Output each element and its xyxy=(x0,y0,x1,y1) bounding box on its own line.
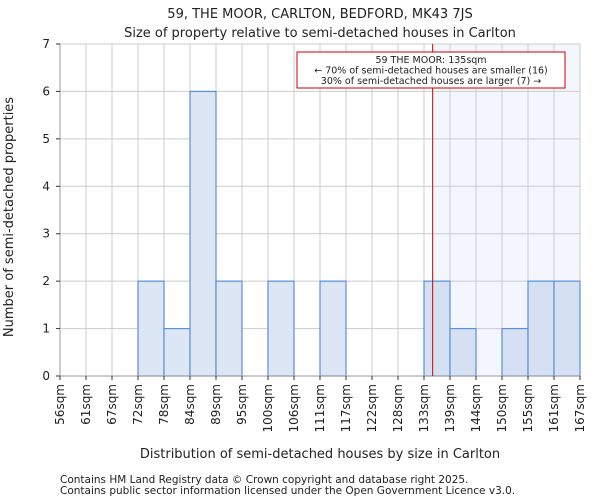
histogram-bar xyxy=(501,327,529,377)
y-tick-label: 1 xyxy=(42,322,50,336)
annotation-text: 30% of semi-detached houses are larger (… xyxy=(321,76,541,87)
x-tick-label: 56sqm xyxy=(53,384,67,425)
x-tick-label: 100sqm xyxy=(261,384,275,432)
histogram-bar xyxy=(189,90,217,377)
x-tick-label: 161sqm xyxy=(547,384,561,432)
y-tick-label: 7 xyxy=(42,37,50,51)
annotation-text: 59 THE MOOR: 135sqm xyxy=(375,55,486,66)
x-tick-label: 106sqm xyxy=(287,384,301,432)
histogram-bar xyxy=(553,280,581,377)
x-tick-label: 167sqm xyxy=(573,384,587,432)
x-tick-label: 144sqm xyxy=(469,384,483,432)
x-tick-label: 111sqm xyxy=(313,384,327,432)
y-tick-label: 5 xyxy=(42,132,50,146)
histogram-bar xyxy=(215,280,243,377)
x-tick-label: 84sqm xyxy=(183,384,197,425)
y-tick-label: 4 xyxy=(42,179,50,193)
x-tick-label: 150sqm xyxy=(495,384,509,432)
x-tick-label: 67sqm xyxy=(105,384,119,425)
x-tick-label: 89sqm xyxy=(209,384,223,425)
y-tick-label: 0 xyxy=(42,369,50,383)
x-tick-label: 139sqm xyxy=(443,384,457,432)
x-tick-label: 78sqm xyxy=(157,384,171,425)
y-tick-label: 6 xyxy=(42,84,50,98)
annotation-box xyxy=(296,51,566,89)
chart-subtitle: Size of property relative to semi-detach… xyxy=(124,26,516,41)
histogram-bar xyxy=(267,280,295,377)
histogram-bar xyxy=(423,280,451,377)
histogram-bar xyxy=(449,327,477,377)
footer-line-1: Contains HM Land Registry data © Crown c… xyxy=(60,474,468,486)
histogram-bar xyxy=(319,280,347,377)
y-tick-label: 3 xyxy=(42,227,50,241)
x-axis-label: Distribution of semi-detached houses by … xyxy=(140,447,500,462)
x-tick-label: 117sqm xyxy=(339,384,353,432)
x-tick-label: 61sqm xyxy=(79,384,93,425)
histogram-bar xyxy=(527,280,555,377)
histogram-bar xyxy=(137,280,165,377)
x-tick-label: 133sqm xyxy=(417,384,431,432)
footer-line-2: Contains public sector information licen… xyxy=(60,485,515,497)
x-tick-label: 155sqm xyxy=(521,384,535,432)
x-tick-label: 72sqm xyxy=(131,384,145,425)
x-tick-label: 95sqm xyxy=(235,384,249,425)
y-tick-label: 2 xyxy=(42,274,50,288)
chart-title: 59, THE MOOR, CARLTON, BEDFORD, MK43 7JS xyxy=(167,7,472,22)
y-axis-label: Number of semi-detached properties xyxy=(2,97,17,337)
x-tick-label: 122sqm xyxy=(365,384,379,432)
histogram-bar xyxy=(163,327,191,377)
annotation-text: ← 70% of semi-detached houses are smalle… xyxy=(314,66,548,77)
x-tick-label: 128sqm xyxy=(391,384,405,432)
